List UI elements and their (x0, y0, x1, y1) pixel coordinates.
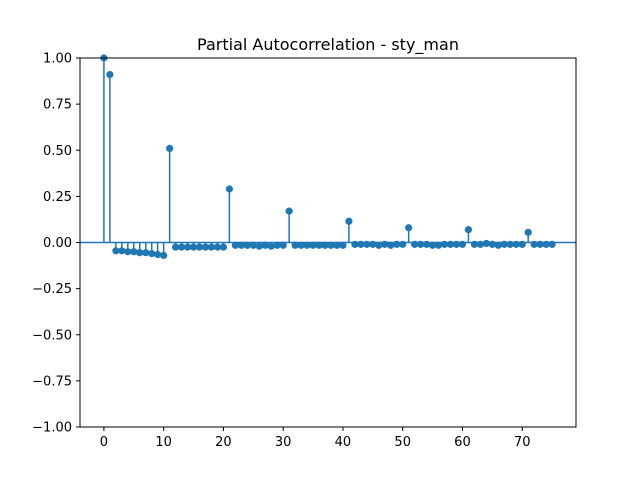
stem-marker-lag-50 (399, 240, 407, 248)
stem-marker-lag-59 (452, 240, 461, 248)
y-tick-label: 1.00 (43, 52, 72, 67)
stem-marker-lag-36 (315, 241, 323, 249)
x-axis: 0 10 20 30 40 50 60 70 (100, 427, 531, 450)
stem-marker-lag-22 (231, 241, 239, 249)
stem-marker-lag-2 (112, 247, 120, 255)
stem-marker-lag-72 (530, 240, 538, 248)
stem-marker-lag-24 (243, 241, 251, 249)
stem-marker-lag-68 (506, 240, 514, 248)
stem-marker-lag-53 (417, 240, 425, 248)
stem-marker-lag-26 (255, 242, 263, 250)
stem-marker-lag-54 (423, 240, 431, 248)
stem-marker-lag-16 (195, 243, 204, 251)
stem-marker-lag-1 (106, 71, 114, 79)
stem-marker-lag-14 (183, 243, 192, 251)
stem-marker-lag-49 (393, 240, 401, 248)
stem-marker-lag-15 (189, 243, 198, 251)
y-tick-label: 0.75 (43, 98, 72, 113)
stem-marker-lag-25 (249, 241, 257, 249)
stem-marker-lag-35 (309, 241, 317, 249)
stem-marker-lag-41 (345, 217, 353, 225)
stem-marker-lag-27 (261, 241, 269, 249)
stem-marker-lag-17 (201, 243, 210, 251)
axes-frame (79, 57, 577, 428)
stem-marker-lag-48 (387, 241, 395, 249)
x-tick-label: 50 (394, 435, 411, 450)
stem-marker-lag-21 (225, 185, 233, 193)
stem-marker-lag-38 (327, 241, 335, 249)
stem-marker-lag-18 (207, 243, 216, 251)
x-tick-label: 40 (335, 435, 352, 450)
stem-marker-lag-60 (458, 240, 467, 248)
stem-marker-lag-5 (130, 248, 138, 256)
x-tick-label: 10 (155, 435, 172, 450)
stem-marker-lag-71 (524, 228, 532, 236)
stem-marker-lag-66 (494, 241, 502, 249)
stem-marker-lag-51 (405, 224, 413, 232)
stem-marker-lag-19 (213, 243, 222, 251)
stem-marker-lag-13 (177, 243, 186, 251)
stem-marker-lag-73 (536, 240, 544, 248)
stem-marker-lag-23 (237, 241, 245, 249)
stem-marker-lag-11 (166, 144, 174, 153)
y-tick-label: 0.25 (43, 190, 72, 205)
chart-title: Partial Autocorrelation - sty_man (197, 35, 459, 55)
stem-marker-lag-69 (512, 240, 520, 248)
stem-marker-lag-37 (321, 241, 329, 249)
x-tick-label: 0 (100, 435, 108, 450)
stem-marker-lag-56 (434, 241, 443, 249)
y-tick-label: −0.25 (32, 282, 72, 297)
stem-marker-lag-32 (291, 241, 299, 249)
y-tick-label: −0.50 (32, 328, 72, 343)
stem-marker-lag-7 (142, 249, 150, 257)
stem-marker-lag-52 (411, 240, 419, 248)
stem-marker-lag-58 (446, 240, 455, 248)
stem-marker-lag-57 (440, 240, 449, 248)
stem-marker-lag-31 (285, 207, 293, 215)
stem-marker-lag-61 (464, 225, 473, 234)
x-tick-label: 60 (454, 435, 471, 450)
stem-marker-lag-28 (267, 242, 275, 250)
stem-marker-lag-64 (482, 239, 490, 248)
plot-area (80, 54, 576, 260)
stem-marker-lag-33 (297, 241, 305, 249)
stem-marker-lag-46 (375, 241, 383, 249)
x-tick-label: 20 (215, 435, 232, 450)
stem-marker-lag-62 (470, 240, 479, 248)
stem-marker-lag-34 (303, 241, 311, 249)
y-tick-label: −0.75 (32, 374, 72, 389)
stem-marker-lag-45 (369, 240, 377, 248)
stem-marker-lag-67 (500, 240, 508, 248)
stem-marker-lag-47 (381, 240, 389, 248)
stem-marker-lag-12 (172, 243, 180, 251)
x-tick-label: 70 (514, 435, 531, 450)
stem-marker-lag-65 (488, 240, 496, 248)
stem-marker-lag-4 (124, 248, 132, 256)
stem-marker-lag-63 (476, 240, 484, 248)
stem-marker-lag-70 (518, 240, 526, 248)
stem-marker-lag-9 (154, 250, 162, 259)
stem-marker-lag-6 (136, 249, 144, 257)
stem-marker-lag-44 (363, 240, 371, 248)
stem-marker-lag-8 (148, 249, 156, 258)
stem-marker-lag-3 (118, 247, 126, 255)
stem-marker-lag-74 (542, 240, 550, 248)
stem-marker-lag-20 (219, 243, 228, 251)
y-tick-label: 0.00 (43, 236, 72, 251)
stem-marker-lag-43 (357, 240, 365, 248)
stem-marker-lag-40 (339, 241, 347, 249)
stem-marker-lag-10 (160, 251, 168, 260)
x-tick-label: 30 (275, 435, 292, 450)
stem-marker-lag-42 (351, 240, 359, 248)
y-axis: −1.00 −0.75 −0.50 −0.25 0.00 0.25 0.50 0.75 1.00 (32, 52, 80, 436)
stem-marker-lag-39 (333, 241, 341, 249)
stem-marker-lag-75 (548, 240, 556, 248)
y-tick-label: 0.50 (43, 144, 72, 159)
stem-marker-lag-30 (279, 241, 287, 249)
stem-marker-lag-55 (428, 241, 437, 249)
stem-marker-lag-29 (273, 241, 281, 249)
y-tick-label: −1.00 (32, 421, 72, 436)
